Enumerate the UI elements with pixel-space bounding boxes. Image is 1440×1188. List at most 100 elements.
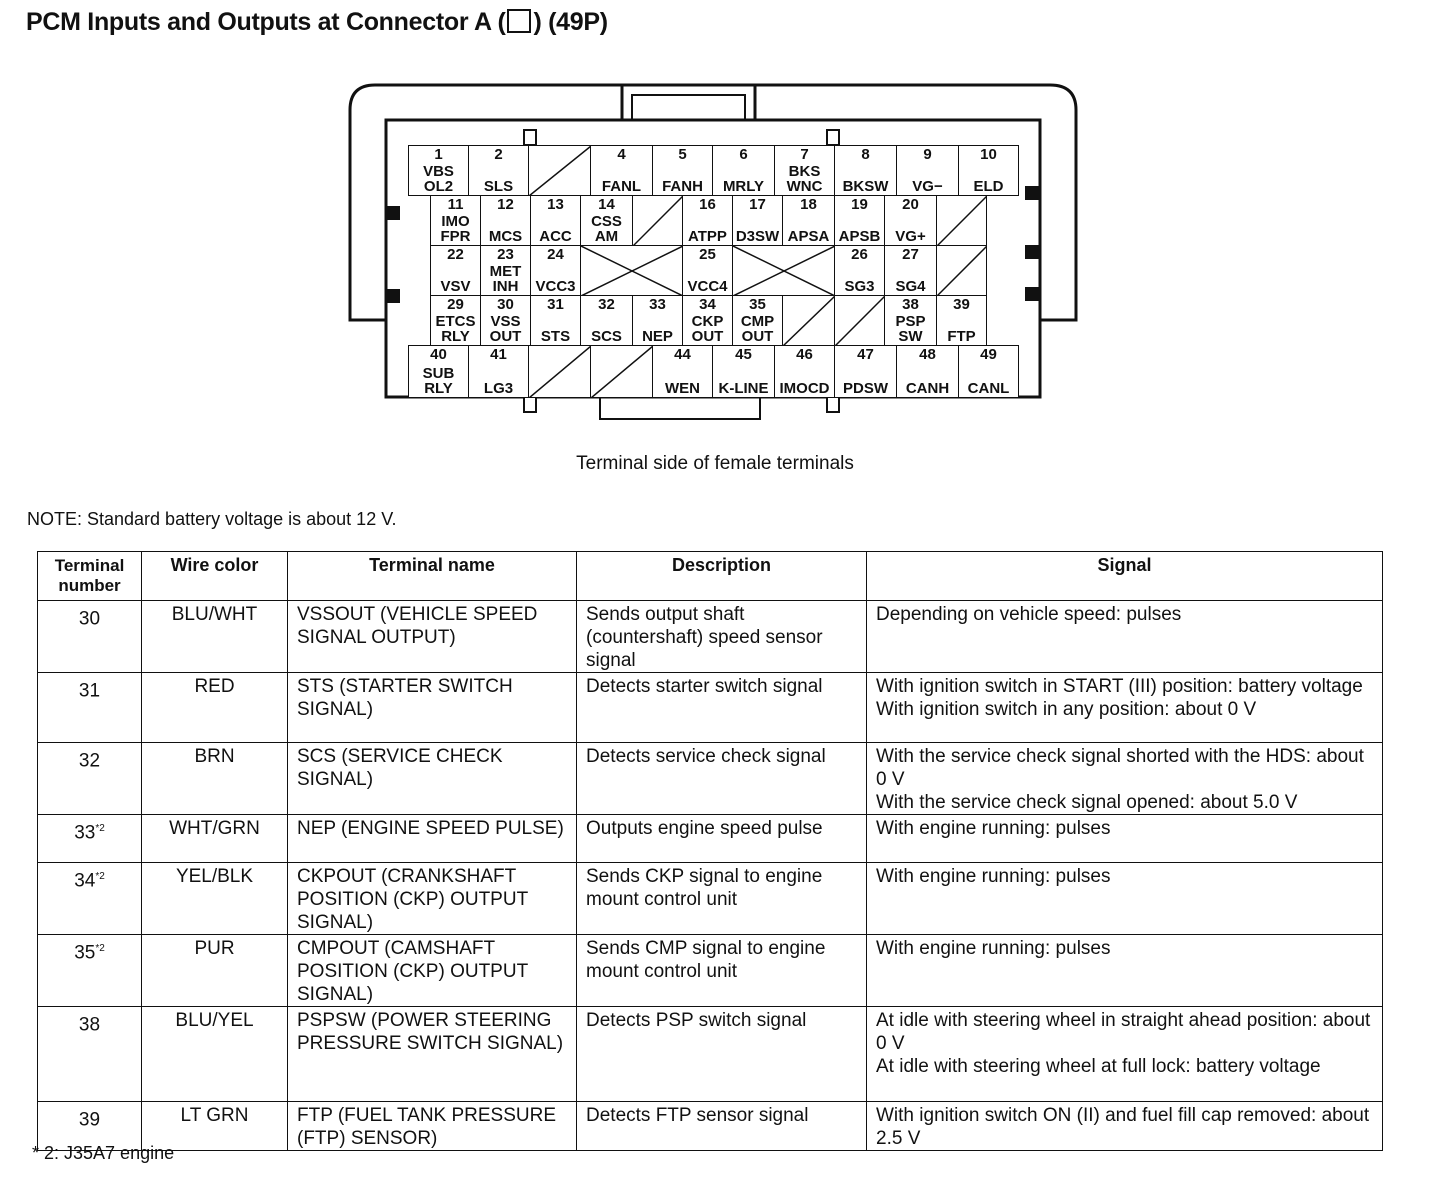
terminal-label: FTP [937, 329, 986, 344]
terminal-number-cell: 32 [37, 742, 142, 815]
terminal-4: 4 FANL [590, 145, 653, 196]
terminal-label: VCC3 [531, 279, 580, 294]
terminal-label-line: OUT [741, 328, 774, 345]
terminal-name-cell: CKPOUT (CRANKSHAFT POSITION (CKP) OUTPUT… [287, 862, 577, 935]
terminal-number: 33 [74, 822, 96, 844]
terminal-label-line: IMOCD [779, 380, 830, 397]
terminal-label-line: RLY [441, 328, 470, 345]
terminal-label-line: BKS [788, 163, 821, 180]
terminal-12: 12 MCS [480, 195, 531, 246]
terminal-30: 30 VSS OUT [480, 295, 531, 346]
wire-color-cell: PUR [141, 934, 288, 1007]
terminal-label: SCS [581, 329, 632, 344]
terminal-27: 27 SG4 [884, 245, 937, 296]
terminal-number: 39 [953, 296, 970, 313]
terminal-44: 44 WEN [652, 345, 713, 398]
unused-terminal-slash [936, 195, 987, 246]
terminal-number: 1 [434, 146, 443, 163]
terminal-11: 11 IMO FPR [430, 195, 481, 246]
terminal-23: 23 MET INH [480, 245, 531, 296]
terminal-number-cell: 30 [37, 600, 142, 673]
terminal-label: PSP SW [885, 314, 936, 344]
description-cell: Detects service check signal [576, 742, 867, 815]
connector-symbol-icon [507, 9, 532, 33]
terminal-label-line: D3SW [735, 228, 780, 245]
terminal-number: 38 [902, 296, 919, 313]
terminal-number-cell: 31 [37, 672, 142, 743]
signal-cell: With ignition switch in START (III) posi… [866, 672, 1383, 743]
terminal-8: 8 BKSW [834, 145, 897, 196]
terminal-number-cell: 39 [37, 1101, 142, 1151]
terminal-number: 30 [497, 296, 514, 313]
terminal-name-cell: VSSOUT (VEHICLE SPEED SIGNAL OUTPUT) [287, 600, 577, 673]
terminal-38: 38 PSP SW [884, 295, 937, 346]
signal-cell: With engine running: pulses [866, 814, 1383, 863]
terminal-number: 5 [678, 146, 687, 163]
table-row: 35*2 PUR CMPOUT (CAMSHAFT POSITION (CKP) O… [37, 934, 1383, 1007]
terminal-number: 8 [861, 146, 870, 163]
terminal-47: 47 PDSW [834, 345, 897, 398]
terminal-number: 25 [699, 246, 716, 263]
terminal-number: 30 [78, 608, 101, 630]
terminal-label-line: CANL [967, 380, 1010, 397]
description-cell: Sends CMP signal to engine mount control… [576, 934, 867, 1007]
terminal-label: VSV [431, 279, 480, 294]
terminal-label-line: NEP [642, 328, 673, 345]
terminal-1: 1 VBS OL2 [408, 145, 469, 196]
terminal-label-line: BKSW [842, 178, 889, 195]
terminal-number: 6 [739, 146, 748, 163]
terminal-label: SLS [469, 179, 528, 194]
terminal-label-line: MET [489, 263, 522, 280]
terminal-number: 11 [447, 196, 464, 213]
terminal-number-cell: 35*2 [37, 934, 142, 1007]
terminal-name-cell: STS (STARTER SWITCH SIGNAL) [287, 672, 577, 743]
terminal-label-line: VG+ [895, 228, 926, 245]
terminal-label: IMO FPR [431, 214, 480, 244]
page-title: PCM Inputs and Outputs at Connector A ()… [26, 8, 608, 37]
terminal-29: 29 ETCS RLY [430, 295, 481, 346]
terminal-number: 35 [749, 296, 766, 313]
terminal-label-line: LG3 [483, 380, 514, 397]
title-text: PCM Inputs and Outputs at Connector A ( [26, 8, 506, 36]
terminal-number: 13 [547, 196, 564, 213]
terminal-number: 44 [674, 346, 691, 363]
table-header-row: Terminal number Wire color Terminal name De… [37, 551, 1383, 601]
wire-color-cell: YEL/BLK [141, 862, 288, 935]
terminal-number: 23 [497, 246, 514, 263]
terminal-10: 10 ELD [958, 145, 1019, 196]
unused-terminal-slash [936, 245, 987, 296]
terminal-label-line: ACC [539, 228, 572, 245]
terminal-label-line: FANH [662, 178, 703, 195]
wire-color-cell: RED [141, 672, 288, 743]
terminal-26: 26 SG3 [834, 245, 885, 296]
terminal-number: 49 [980, 346, 997, 363]
terminal-number: 41 [490, 346, 507, 363]
table-row: 39 LT GRN FTP (FUEL TANK PRESSURE (FTP) SE… [37, 1101, 1383, 1151]
terminal-label: CANL [959, 381, 1018, 396]
terminal-number: 20 [902, 196, 919, 213]
terminal-label: MCS [481, 229, 530, 244]
footnote-ref: *2 [95, 943, 105, 954]
terminal-label-line: VBS [423, 163, 454, 180]
terminal-label: CANH [897, 381, 958, 396]
terminal-label-line: OL2 [423, 178, 454, 195]
terminal-label: FANH [653, 179, 712, 194]
terminal-label-line: CSS [591, 213, 622, 230]
terminal-label-line: VSV [440, 278, 471, 295]
terminal-45: 45 K-LINE [712, 345, 775, 398]
terminal-label: STS [531, 329, 580, 344]
terminal-number: 34 [699, 296, 716, 313]
terminal-label-line: SW [898, 328, 923, 345]
terminal-2: 2 SLS [468, 145, 529, 196]
terminal-label-line: SG3 [844, 278, 875, 295]
terminal-number: 38 [78, 1014, 101, 1036]
column-header: Wire color [141, 551, 288, 601]
terminal-label-line: PSP [895, 313, 926, 330]
terminal-32: 32 SCS [580, 295, 633, 346]
note: NOTE: Standard battery voltage is about … [27, 509, 397, 529]
footnote-ref: *2 [95, 871, 105, 882]
terminal-number: 46 [796, 346, 813, 363]
terminal-number: 2 [494, 146, 503, 163]
terminal-label-line: APSA [787, 228, 830, 245]
terminal-35: 35 CMP OUT [732, 295, 783, 346]
